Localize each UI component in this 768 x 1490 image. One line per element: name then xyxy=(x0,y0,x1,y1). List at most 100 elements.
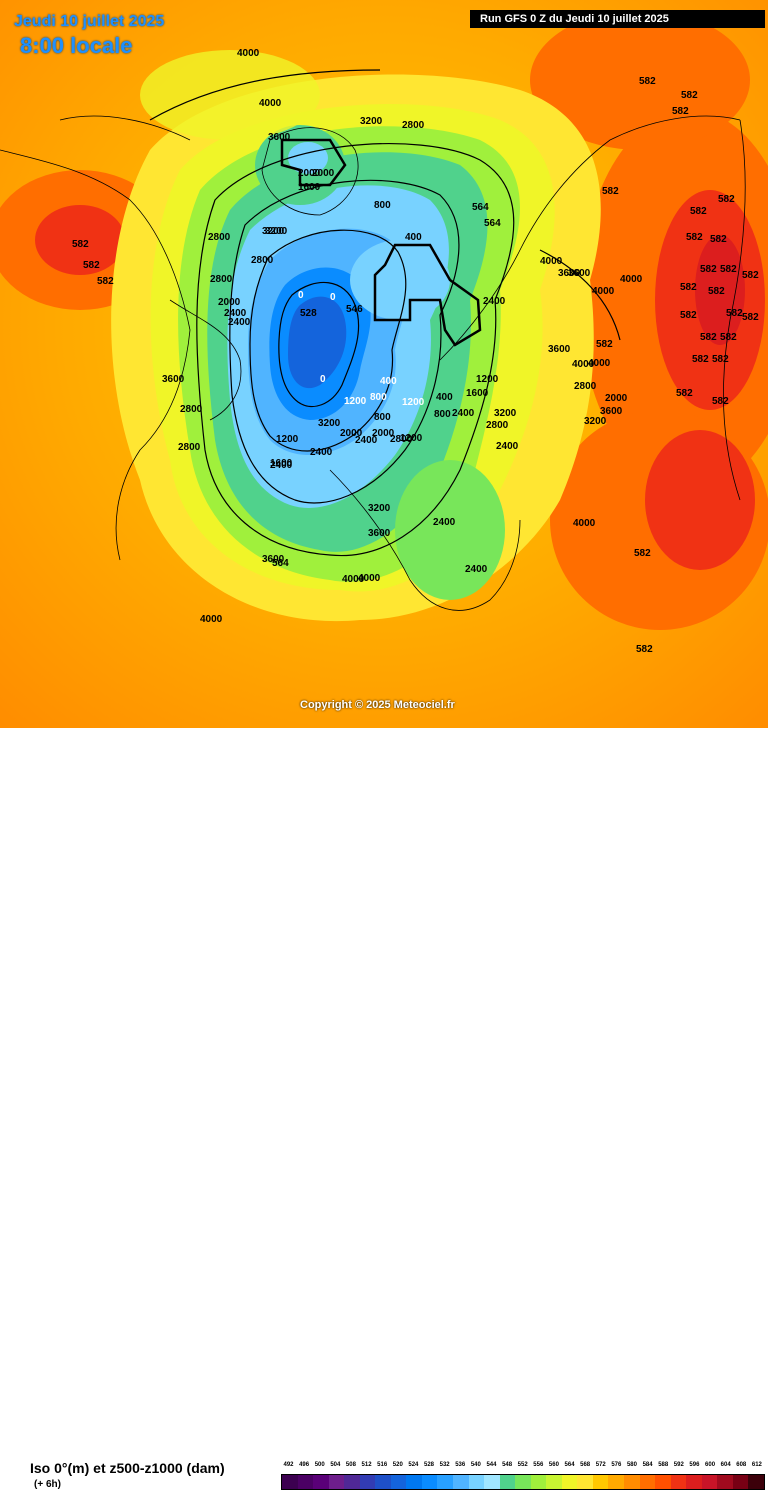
iso0-label: 2000 xyxy=(340,428,363,439)
iso0-label: 3600 xyxy=(548,344,571,355)
scale-label: 608 xyxy=(736,1462,747,1468)
iso0-label: 2400 xyxy=(465,564,488,575)
scale-swatch xyxy=(546,1475,562,1489)
forecast-date-title: Jeudi 10 juillet 2025 xyxy=(14,13,165,30)
iso0-label: 3600 xyxy=(568,268,591,279)
scale-swatch xyxy=(499,1475,516,1489)
iso0-label: 800 xyxy=(434,409,451,420)
thickness-label: 582 xyxy=(97,276,114,287)
iso0-label: 3200 xyxy=(360,116,383,127)
color-scale-bar xyxy=(281,1474,765,1490)
iso0-label: 2400 xyxy=(224,308,247,319)
iso0-label: 4000 xyxy=(342,574,365,585)
thickness-label: 582 xyxy=(672,106,689,117)
scale-swatch xyxy=(453,1475,469,1489)
iso0-label: 0 xyxy=(330,292,336,303)
coastlines xyxy=(0,115,746,611)
iso0-label: 2800 xyxy=(402,120,425,131)
scale-swatch xyxy=(468,1475,485,1489)
scale-label: 560 xyxy=(548,1462,559,1468)
coastline-hudson xyxy=(169,299,242,421)
thickness-label: 582 xyxy=(602,186,619,197)
iso0-label: 2000 xyxy=(372,428,395,439)
iso0-label: 4000 xyxy=(540,256,563,267)
scale-label: 568 xyxy=(580,1462,591,1468)
scale-swatch xyxy=(592,1475,609,1489)
iso0-label: 3200 xyxy=(368,503,391,514)
iso0-label: 800 xyxy=(374,412,391,423)
iso0-label: 4000 xyxy=(259,98,282,109)
thickness-label: 582 xyxy=(700,332,717,343)
iso0-label: 3200 xyxy=(494,408,517,419)
coastline-alaska xyxy=(59,115,191,141)
scale-label: 528 xyxy=(424,1462,435,1468)
iso0-label: 1200 xyxy=(400,433,423,444)
iso0-label: 2000 xyxy=(312,168,335,179)
thickness-label: 582 xyxy=(686,232,703,243)
thickness-label: 582 xyxy=(680,310,697,321)
iso0-label: 3600 xyxy=(558,268,581,279)
thickness-label: 546 xyxy=(346,304,363,315)
iso0-label: 3600 xyxy=(600,406,623,417)
thickness-label: 564 xyxy=(484,218,501,229)
coastline-north-america xyxy=(0,149,191,561)
scale-label: 576 xyxy=(611,1462,622,1468)
scale-swatch xyxy=(406,1475,422,1489)
coastline-europe xyxy=(329,469,521,611)
scale-swatch xyxy=(717,1475,733,1489)
coastline-asia-north xyxy=(439,115,741,361)
iso0-label: 2800 xyxy=(210,274,233,285)
contour-800 xyxy=(249,229,407,452)
thickness-label: 582 xyxy=(726,308,743,319)
scale-swatch xyxy=(748,1475,764,1489)
scale-swatch xyxy=(530,1475,547,1489)
iso0-label: 400 xyxy=(405,232,422,243)
iso0-label: 800 xyxy=(370,392,387,403)
iso0-label: 1200 xyxy=(276,434,299,445)
iso0-label: 2800 xyxy=(208,232,231,243)
scale-label: 512 xyxy=(361,1462,372,1468)
model-run-banner: Run GFS 0 Z du Jeudi 10 juillet 2025 xyxy=(470,10,765,28)
scale-label: 536 xyxy=(455,1462,466,1468)
iso0-label: 0 xyxy=(298,290,304,301)
scale-swatch xyxy=(484,1475,500,1489)
scale-label: 524 xyxy=(408,1462,419,1468)
iso0-label: 2000 xyxy=(218,297,241,308)
scale-swatch xyxy=(686,1475,702,1489)
iso0-label: 1600 xyxy=(466,388,489,399)
iso0-label: 2800 xyxy=(180,404,203,415)
thickness-label: 582 xyxy=(712,354,729,365)
legend-footer: Iso 0°(m) et z500-z1000 (dam) (+ 6h) 492… xyxy=(0,728,768,1490)
scale-swatch xyxy=(608,1475,625,1489)
contour-4000-ne xyxy=(539,249,621,341)
iso0-label: 400 xyxy=(380,376,397,387)
thickness-label: 582 xyxy=(676,388,693,399)
iso0-label: 2400 xyxy=(355,435,378,446)
iso0-contours xyxy=(149,69,621,557)
thickness-label: 582 xyxy=(636,644,653,655)
cold-rings xyxy=(111,50,601,622)
scale-swatch xyxy=(701,1475,718,1489)
thickness-label: 582 xyxy=(639,76,656,87)
iso0-label: 3600 xyxy=(262,554,285,565)
scale-label: 612 xyxy=(751,1462,762,1468)
scale-swatch xyxy=(670,1475,687,1489)
scale-label: 540 xyxy=(470,1462,481,1468)
thickness-label: 582 xyxy=(720,332,737,343)
thickness-label: 582 xyxy=(712,396,729,407)
scale-label: 584 xyxy=(642,1462,653,1468)
iso0-label: 2400 xyxy=(496,441,519,452)
thickness-label: 582 xyxy=(742,312,759,323)
iso0-label: 3600 xyxy=(368,528,391,539)
contour-3200 xyxy=(196,143,515,557)
scale-swatch xyxy=(375,1475,391,1489)
scale-label: 572 xyxy=(595,1462,606,1468)
thickness-label: 582 xyxy=(681,90,698,101)
iso0-label: 3200 xyxy=(318,418,341,429)
iso0-label: 2400 xyxy=(452,408,475,419)
scale-swatch xyxy=(655,1475,671,1489)
thickness-label: 582 xyxy=(690,206,707,217)
thickness-label: 582 xyxy=(710,234,727,245)
scale-label: 556 xyxy=(533,1462,544,1468)
